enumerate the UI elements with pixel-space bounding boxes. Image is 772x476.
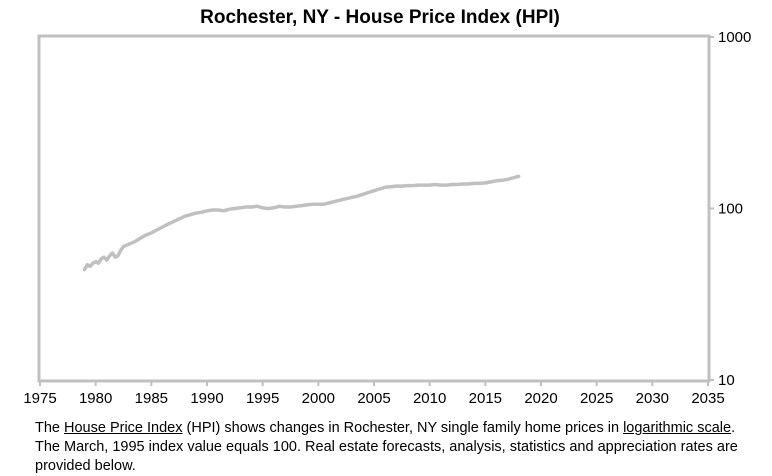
x-tick-label-2010: 2010 (413, 390, 446, 407)
chart-area: 1975 1980 1985 1990 1995 2000 2005 2010 2015 2020… (23, 29, 751, 407)
series-line-hpi (82, 174, 521, 272)
x-axis-ticks: 1975 1980 1985 1990 1995 2000 2005 2010 2015 2020… (23, 380, 725, 407)
y-axis-ticks: 10 100 1000 (708, 29, 751, 389)
log-scale-link[interactable]: logarithmic scale (623, 420, 732, 436)
hpi-link[interactable]: House Price Index (64, 420, 183, 436)
y-tick-label-10: 10 (718, 372, 735, 389)
x-tick-label-1980: 1980 (79, 390, 112, 407)
plot-frame (37, 34, 711, 383)
x-tick-label-2030: 2030 (636, 390, 669, 407)
chart-title: Rochester, NY - House Price Index (HPI) (200, 7, 560, 28)
x-tick-label-2005: 2005 (357, 390, 390, 407)
x-tick-label-2020: 2020 (524, 390, 557, 407)
caption-text-3: . The March, 1995 index value equals 100… (35, 420, 738, 474)
x-tick-label-1990: 1990 (190, 390, 223, 407)
x-tick-label-2000: 2000 (302, 390, 335, 407)
y-tick-label-1000: 1000 (718, 29, 751, 46)
x-tick-label-2025: 2025 (580, 390, 613, 407)
chart-caption: The House Price Index (HPI) shows change… (35, 419, 755, 476)
x-tick-label-2035: 2035 (691, 390, 724, 407)
x-tick-label-1995: 1995 (246, 390, 279, 407)
caption-text-1: The (35, 420, 65, 436)
y-tick-label-100: 100 (718, 201, 743, 218)
x-tick-label-1985: 1985 (135, 390, 168, 407)
x-tick-label-2015: 2015 (469, 390, 502, 407)
x-tick-label-1975: 1975 (23, 390, 56, 407)
caption-text-2: (HPI) shows changes in Rochester, NY sin… (182, 420, 624, 436)
